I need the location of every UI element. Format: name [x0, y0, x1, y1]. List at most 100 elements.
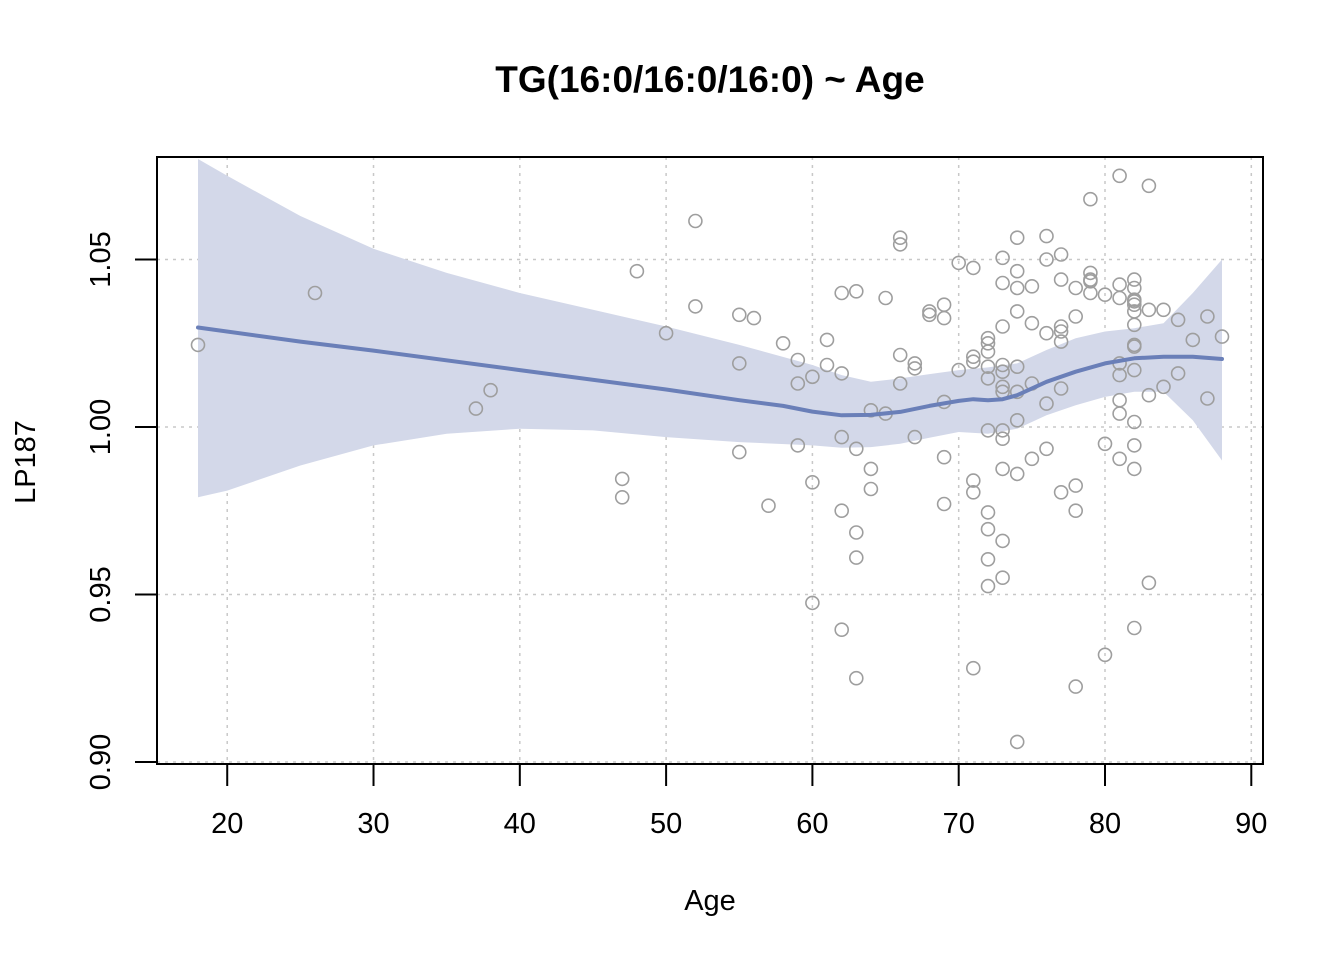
data-point	[1185, 332, 1201, 348]
data-point	[1039, 396, 1054, 411]
data-point	[995, 275, 1010, 291]
data-point	[1053, 247, 1069, 262]
data-point	[819, 357, 835, 373]
x-tick-label: 20	[211, 808, 243, 840]
data-point	[834, 429, 850, 445]
data-point	[629, 263, 645, 279]
data-point	[1112, 367, 1127, 383]
data-point	[848, 550, 864, 565]
x-tick-label: 80	[1089, 808, 1121, 840]
data-point	[731, 356, 747, 371]
data-point	[965, 260, 981, 276]
x-axis-label: Age	[684, 885, 736, 917]
data-point	[1156, 379, 1171, 395]
y-tick-label: 1.00	[85, 399, 117, 455]
data-point	[1039, 252, 1054, 267]
data-point	[688, 299, 703, 314]
data-point	[790, 376, 806, 391]
data-point	[658, 325, 674, 341]
data-point	[980, 359, 996, 375]
data-point	[980, 344, 996, 359]
data-point	[1039, 325, 1054, 341]
data-point	[922, 304, 937, 319]
x-tick-label: 70	[943, 808, 975, 840]
data-point	[995, 423, 1010, 438]
data-point	[980, 578, 996, 594]
data-point	[1156, 302, 1171, 318]
data-point	[1068, 280, 1083, 296]
data-point	[1053, 272, 1069, 287]
data-point	[1009, 230, 1025, 245]
data-point	[936, 310, 952, 326]
data-point	[834, 285, 850, 301]
data-point	[1083, 191, 1098, 207]
data-point	[848, 441, 864, 457]
data-point	[1039, 441, 1054, 457]
x-tick-label: 50	[650, 808, 682, 840]
data-point	[819, 332, 835, 348]
data-point	[951, 362, 967, 378]
data-point	[878, 290, 893, 306]
x-tick-label: 90	[1235, 808, 1267, 840]
data-point	[995, 379, 1010, 395]
data-point	[614, 471, 630, 487]
data-point	[1141, 387, 1157, 403]
data-point	[1009, 263, 1025, 279]
data-point	[1068, 503, 1083, 519]
data-point	[1083, 265, 1098, 281]
data-point	[1009, 734, 1025, 750]
data-point	[1112, 451, 1127, 467]
data-point	[1097, 436, 1113, 452]
data-point	[980, 551, 996, 567]
data-point	[995, 570, 1010, 586]
smooth-line	[196, 325, 1224, 418]
data-point	[1024, 315, 1040, 331]
data-point	[1097, 287, 1113, 303]
data-point	[995, 319, 1010, 334]
data-point	[965, 484, 981, 500]
x-tick-label: 30	[357, 808, 389, 840]
data-point	[1068, 679, 1083, 694]
data-point	[614, 489, 630, 505]
data-point	[1009, 359, 1025, 375]
data-point	[995, 357, 1010, 373]
chart-title: TG(16:0/16:0/16:0) ~ Age	[495, 59, 924, 100]
confidence-band-layer	[198, 159, 1222, 498]
smooth-line-layer	[196, 325, 1224, 418]
data-point	[1112, 392, 1127, 408]
data-point	[1112, 277, 1127, 292]
data-point	[1024, 451, 1040, 467]
data-point	[483, 382, 498, 398]
data-point	[980, 371, 996, 386]
data-point	[1127, 414, 1142, 430]
y-tick-label: 1.05	[85, 231, 117, 287]
data-point	[731, 444, 747, 460]
data-point	[1127, 438, 1142, 453]
data-point	[1127, 620, 1142, 636]
data-point	[936, 297, 952, 313]
data-points	[190, 168, 1230, 750]
data-point	[1068, 478, 1083, 493]
data-point	[1053, 324, 1069, 339]
data-point	[892, 347, 908, 363]
data-point	[1039, 228, 1054, 244]
data-point	[790, 438, 806, 453]
data-point	[1214, 329, 1230, 344]
data-point	[1009, 304, 1025, 319]
data-point	[1200, 309, 1215, 324]
data-point	[1083, 285, 1098, 301]
data-point	[995, 461, 1010, 477]
data-point	[951, 255, 967, 271]
x-axis: 20 30 40 50 60 70 80 90	[211, 763, 1267, 840]
data-point	[965, 349, 981, 365]
data-point	[1141, 575, 1157, 591]
x-tick-label: 60	[796, 808, 828, 840]
data-point	[1112, 406, 1127, 421]
data-point	[1127, 339, 1142, 354]
data-point	[1112, 290, 1127, 306]
data-point	[1127, 297, 1142, 313]
data-point	[1024, 278, 1040, 294]
data-point	[980, 505, 996, 520]
data-point	[1053, 319, 1069, 334]
data-point	[965, 354, 981, 370]
